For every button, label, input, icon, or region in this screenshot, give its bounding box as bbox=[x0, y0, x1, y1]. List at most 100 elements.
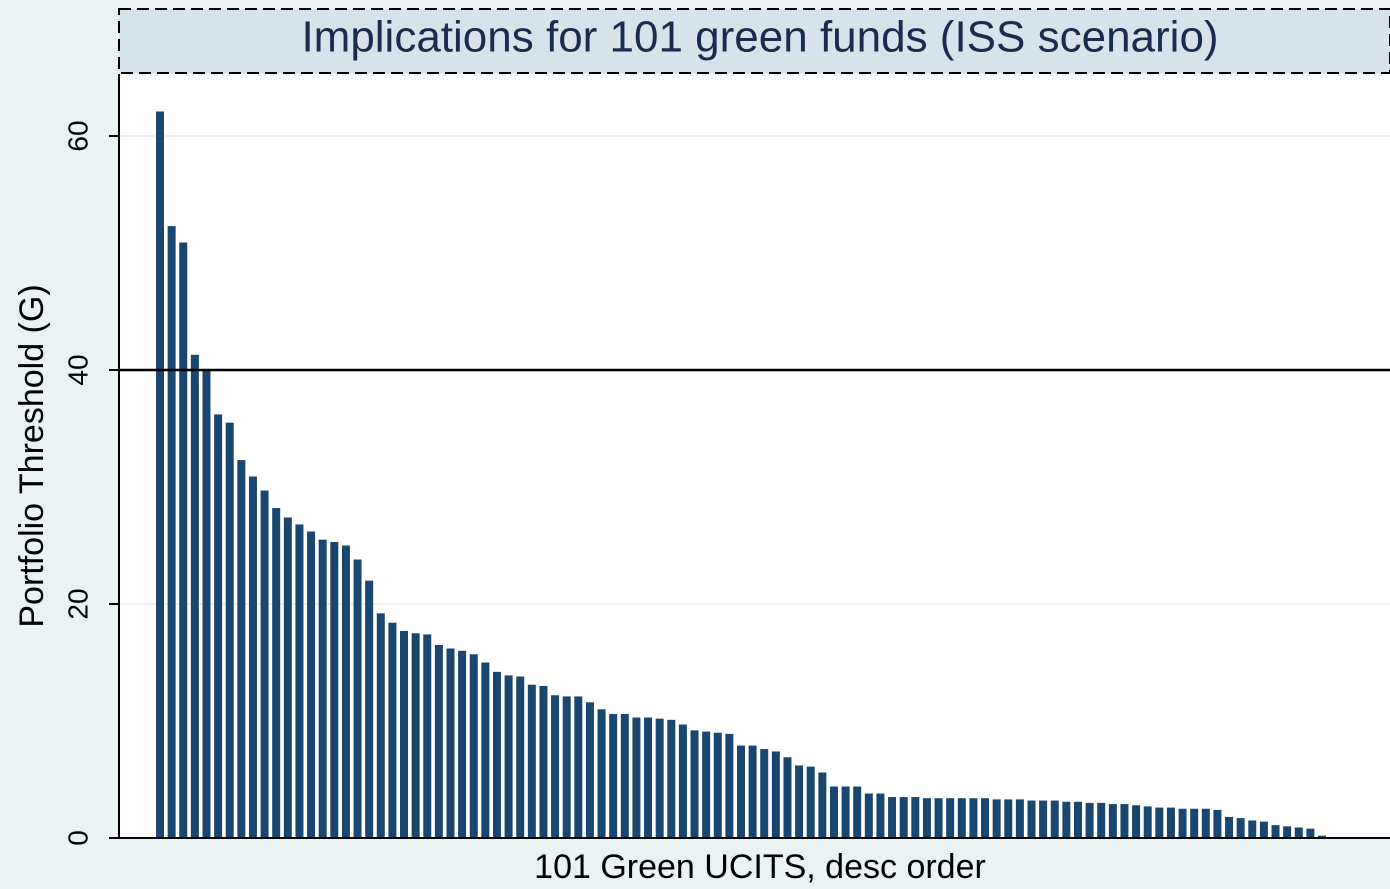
bar bbox=[225, 422, 234, 838]
bar bbox=[1318, 835, 1326, 838]
bar bbox=[341, 545, 350, 838]
bar bbox=[1259, 821, 1268, 838]
bar bbox=[655, 718, 664, 838]
bar bbox=[1236, 818, 1245, 838]
bar bbox=[1050, 800, 1059, 838]
bar bbox=[946, 798, 955, 838]
bar bbox=[1143, 806, 1152, 838]
y-tick-label: 20 bbox=[62, 588, 93, 619]
bar bbox=[248, 476, 257, 838]
bar bbox=[702, 731, 711, 838]
bar bbox=[899, 797, 908, 838]
bar bbox=[760, 749, 769, 838]
bar bbox=[853, 786, 862, 838]
bar bbox=[272, 508, 281, 838]
bar bbox=[632, 717, 641, 838]
bar bbox=[167, 226, 176, 838]
bar bbox=[609, 713, 618, 838]
bar bbox=[574, 696, 583, 838]
bar bbox=[330, 541, 339, 838]
bar bbox=[423, 634, 432, 838]
x-axis-title: 101 Green UCITS, desc order bbox=[534, 848, 986, 886]
bar bbox=[1004, 799, 1013, 838]
bar bbox=[1108, 804, 1117, 838]
bar bbox=[458, 650, 467, 838]
bar bbox=[725, 733, 734, 838]
bar bbox=[1283, 826, 1292, 838]
bar bbox=[353, 559, 362, 838]
bar bbox=[1213, 809, 1222, 838]
bar bbox=[1097, 802, 1106, 838]
bar bbox=[934, 798, 943, 838]
bar bbox=[1306, 828, 1315, 838]
bar bbox=[771, 751, 780, 838]
bar bbox=[667, 719, 676, 838]
bar bbox=[690, 730, 699, 838]
bar bbox=[585, 702, 594, 838]
bar bbox=[876, 793, 885, 838]
bar bbox=[1027, 800, 1036, 838]
bar bbox=[922, 798, 931, 838]
bar bbox=[516, 676, 525, 838]
bar bbox=[307, 531, 316, 838]
bar bbox=[678, 724, 687, 838]
bar bbox=[806, 766, 815, 838]
bar bbox=[156, 111, 164, 838]
bar bbox=[376, 613, 385, 838]
bar bbox=[841, 786, 850, 838]
bar bbox=[969, 798, 978, 838]
bar bbox=[1248, 820, 1257, 838]
bar bbox=[260, 490, 269, 838]
bar bbox=[911, 797, 920, 838]
bar bbox=[957, 798, 966, 838]
chart-title: Implications for 101 green funds (ISS sc… bbox=[301, 13, 1218, 62]
bar bbox=[1062, 801, 1071, 838]
bar bbox=[469, 654, 478, 838]
bar bbox=[864, 793, 873, 838]
bar bbox=[1120, 804, 1129, 838]
bar bbox=[783, 757, 792, 838]
bar bbox=[400, 630, 409, 838]
bar bbox=[888, 797, 897, 838]
bar bbox=[795, 765, 804, 838]
bar bbox=[1178, 808, 1187, 838]
bar bbox=[620, 713, 629, 838]
bar bbox=[1201, 808, 1210, 838]
bar bbox=[527, 684, 536, 838]
bar bbox=[1166, 807, 1175, 838]
bar bbox=[1039, 800, 1048, 838]
bar bbox=[644, 717, 653, 838]
y-axis-title: Portfolio Threshold (G) bbox=[13, 284, 51, 627]
bar bbox=[1155, 807, 1164, 838]
y-tick-label: 40 bbox=[62, 354, 93, 385]
bar bbox=[283, 517, 292, 838]
bar bbox=[1294, 827, 1303, 838]
bar bbox=[492, 671, 501, 838]
y-tick-label: 0 bbox=[62, 830, 93, 846]
bar bbox=[551, 695, 560, 838]
bar bbox=[179, 242, 188, 839]
bar bbox=[737, 745, 745, 838]
bar bbox=[1271, 825, 1280, 838]
bar bbox=[1085, 802, 1094, 838]
title-box bbox=[118, 8, 1390, 74]
bar bbox=[318, 539, 327, 838]
bar bbox=[237, 460, 246, 838]
bar bbox=[1190, 808, 1199, 838]
bar bbox=[446, 648, 455, 838]
bar bbox=[434, 644, 443, 838]
bar bbox=[562, 696, 571, 838]
bar bbox=[1073, 801, 1082, 838]
bar bbox=[1225, 816, 1234, 838]
bar bbox=[365, 580, 374, 838]
bar bbox=[1015, 799, 1024, 838]
bar bbox=[992, 799, 1001, 838]
bar bbox=[214, 414, 223, 838]
bar bbox=[713, 732, 722, 838]
bar bbox=[981, 798, 990, 838]
y-tick-label: 60 bbox=[62, 120, 93, 151]
bar bbox=[829, 786, 838, 838]
bar bbox=[818, 772, 827, 838]
bar bbox=[539, 685, 548, 838]
